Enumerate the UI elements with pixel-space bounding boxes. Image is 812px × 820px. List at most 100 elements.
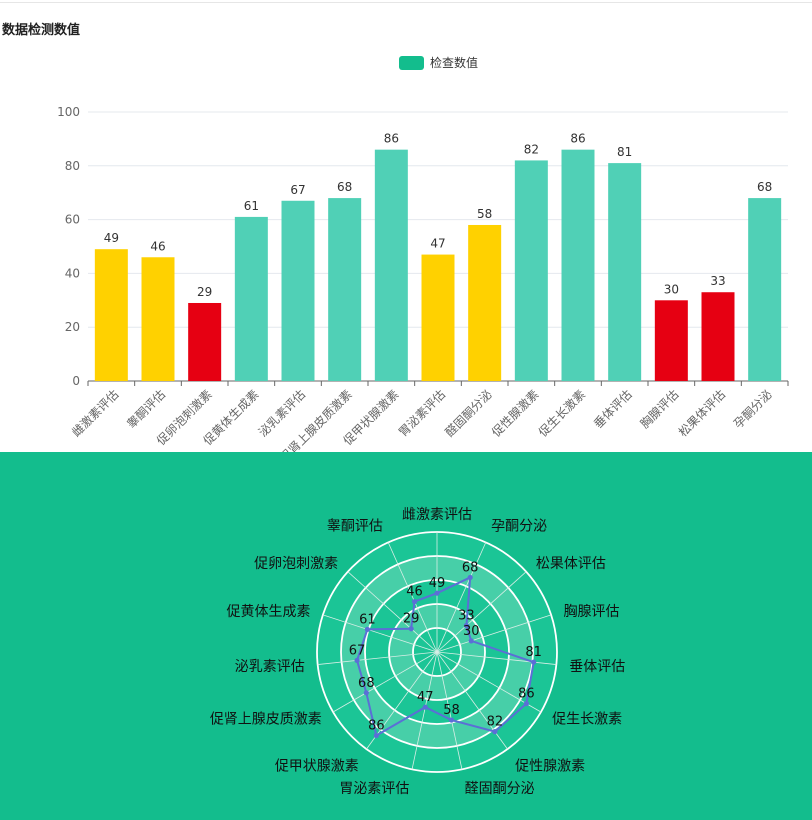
radar-point [523,701,529,707]
bar [234,216,268,381]
bar-value-label: 67 [290,183,305,197]
radar-value-label: 46 [406,585,423,600]
radar-indicator-label: 胃泌素评估 [339,781,409,797]
radar-point [468,638,474,644]
radar-point [467,574,473,581]
x-tick-label: 胸腺评估 [637,387,682,432]
bar-value-label: 86 [570,132,585,146]
bar-value-label: 49 [104,231,119,245]
radar-point [373,732,379,739]
radar-value-label: 86 [368,718,385,733]
bar-value-label: 58 [477,207,492,221]
radar-point [463,622,470,629]
bar-value-label: 82 [524,142,539,156]
radar-spoke [332,651,438,713]
radar-indicator-label: 促生长激素 [552,711,622,728]
radar-spoke [436,651,557,665]
legend: 检查数值 [399,55,478,70]
x-tick-label: 促性腺激素 [489,387,541,439]
bar [141,257,175,381]
radar-point [364,626,370,632]
y-tick-label: 80 [65,159,80,173]
radar-point [354,657,360,664]
bar-chart: 检查数值02040608010049雌激素评估46睾酮评估29促卵泡刺激素61促… [57,55,789,452]
bar-value-label: 61 [244,199,259,213]
bar [188,302,222,381]
radar-value-label: 68 [462,560,479,575]
radar-indicator-label: 雌激素评估 [402,506,472,523]
radar-point [411,598,418,605]
radar-spoke [436,542,487,653]
x-tick-label: 孕酮分泌 [731,387,775,431]
radar-point [408,626,414,632]
radar-value-label: 33 [458,609,475,624]
x-tick-label: 睾酮评估 [124,387,169,432]
bar-value-label: 81 [617,145,632,159]
radar-point [531,659,537,665]
radar-value-label: 58 [443,703,460,718]
legend-label: 检查数值 [430,55,478,70]
radar-point [363,690,369,696]
radar-indicator-label: 睾酮评估 [327,518,383,534]
radar-spoke [436,651,463,770]
radar-value-label: 49 [429,576,446,591]
bar-value-label: 68 [757,180,772,194]
radar-series-line [355,575,535,738]
radar-spoke [347,571,438,653]
radar-indicator-label: 醛固酮分泌 [465,781,535,797]
y-tick-label: 100 [57,105,80,119]
radar-indicator-label: 促黄体生成素 [227,603,311,620]
top-divider [0,2,812,3]
x-tick-label: 胃泌素评估 [396,387,448,439]
radar-spoke [436,614,552,653]
bar [94,249,128,381]
x-tick-label: 促生长激素 [536,387,588,439]
radar-indicator-label: 促肾上腺皮质激素 [210,711,322,728]
bar-value-label: 46 [150,239,165,253]
radar-value-label: 82 [487,715,504,730]
radar-spoke [366,651,438,750]
bar [608,163,642,381]
bar [468,224,502,381]
bar [328,198,362,381]
radar-value-label: 68 [358,676,375,691]
radar-spoke [436,651,542,713]
radar-value-label: 30 [463,624,480,639]
bar-value-label: 47 [430,237,445,251]
radar-indicator-label: 促甲状腺激素 [275,758,359,775]
x-tick-label: 松果体评估 [676,387,728,439]
bar-value-label: 33 [710,274,725,288]
bar [561,149,595,381]
radar-spoke [411,651,438,770]
radar-indicator-label: 促性腺激素 [515,758,585,775]
radar-spoke [436,571,527,653]
bar [701,292,735,381]
radar-spoke [317,651,438,665]
bar [654,300,688,381]
radar-spoke [322,614,438,653]
bar-value-label: 68 [337,180,352,194]
bar [374,149,408,381]
radar-indicator-label: 孕酮分泌 [491,518,547,534]
radar-spoke [387,542,438,653]
bar [514,160,548,381]
bar [748,198,782,381]
y-tick-label: 20 [65,320,80,334]
legend-swatch [399,56,424,70]
radar-value-label: 61 [359,612,376,627]
radar-indicator-label: 泌乳素评估 [235,659,305,675]
y-tick-label: 0 [72,374,80,388]
radar-indicator-label: 松果体评估 [536,556,606,572]
radar-value-label: 81 [525,645,542,660]
radar-point [422,704,428,710]
radar-point [492,729,498,735]
bar-value-label: 29 [197,285,212,299]
radar-indicator-label: 胸腺评估 [563,604,619,620]
y-tick-label: 40 [65,266,80,280]
radar-value-label: 86 [518,687,535,702]
radar-panel: 49 68 33 30 81 86 82 58 47 86 68 67 61 29 46 雌激素评估 孕酮分泌松… [0,452,812,820]
radar-indicator-label: 促卵泡刺激素 [254,555,338,572]
x-tick-label: 雌激素评估 [68,387,121,440]
radar-value-label: 47 [417,690,434,705]
